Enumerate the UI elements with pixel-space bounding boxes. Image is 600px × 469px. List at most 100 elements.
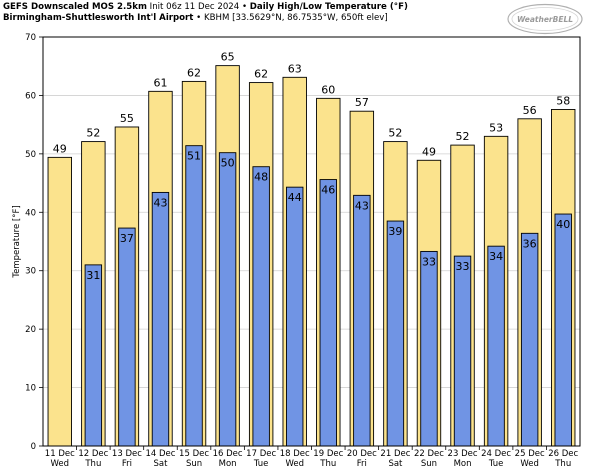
low-temp-bar [319,179,337,447]
x-tick-label-date: 22 Dec [414,449,444,459]
x-tick-label-date: 17 Dec [246,449,276,459]
x-tick-label-day: Mon [219,459,237,469]
y-tick-label: 50 [25,150,36,160]
title-line-1: GEFS Downscaled MOS 2.5km Init 06z 11 De… [3,2,408,13]
high-temp-label: 56 [523,104,537,117]
title-separator: • [241,2,248,12]
low-temp-bar [185,145,203,447]
x-tick-label-day: Fri [122,459,132,469]
high-temp-bar [47,156,72,447]
low-temp-bar [84,264,103,447]
x-tick-label-date: 19 Dec [313,449,343,459]
low-temp-label: 33 [422,255,436,268]
x-tick-label-date: 14 Dec [145,449,175,459]
x-tick-label-day: Sat [154,459,169,469]
x-tick-label-date: 24 Dec [481,449,511,459]
low-temp-label: 37 [120,232,134,245]
high-temp-label: 49 [422,145,436,158]
high-temp-label: 60 [321,83,335,96]
weatherbell-logo: WeatherBELL [507,3,583,35]
y-axis-label: Temperature [°F] [12,205,22,278]
model-name: GEFS Downscaled MOS 2.5km [3,2,147,12]
x-tick-label-date: 16 Dec [213,449,243,459]
high-temp-label: 62 [187,66,201,79]
low-temp-bar [286,186,304,447]
x-tick-label-day: Thu [84,459,101,469]
low-temp-label: 46 [321,184,335,197]
low-temp-label: 44 [288,191,302,204]
high-temp-label: 57 [355,96,369,109]
low-temp-bar [453,255,472,447]
low-temp-bar [118,227,136,447]
low-temp-bar [520,232,539,447]
low-temp-label: 51 [187,150,201,163]
low-temp-bar [252,166,270,447]
high-temp-label: 52 [86,127,100,140]
title-line-2: Birmingham-Shuttlesworth Int'l Airport •… [3,13,408,24]
y-tick-label: 30 [25,267,36,277]
low-temp-bar [420,250,438,447]
low-temp-label: 39 [388,225,402,238]
low-temp-bar [487,245,505,447]
station-info: KBHM [33.5629°N, 86.7535°W, 650ft elev] [203,13,388,23]
low-temp-bar [151,191,170,447]
plot-frame [42,36,581,447]
x-tick-label-day: Thu [319,459,336,469]
station-name: Birmingham-Shuttlesworth Int'l Airport [3,13,194,23]
init-time: Init 06z 11 Dec 2024 [149,2,240,12]
x-tick-label-date: 23 Dec [448,449,478,459]
x-tick-label-date: 12 Dec [78,449,108,459]
x-tick-label-date: 18 Dec [280,449,310,459]
high-temp-label: 58 [556,94,570,107]
high-temp-label: 63 [288,62,302,75]
x-tick-label-day: Sun [186,459,202,469]
high-temp-label: 62 [254,68,268,81]
x-tick-label-day: Sun [421,459,437,469]
low-temp-bar [353,194,371,447]
x-tick-label-day: Sat [388,459,403,469]
x-tick-label-day: Wed [520,459,539,469]
x-tick-label-date: 20 Dec [347,449,377,459]
y-tick-label: 60 [25,91,36,101]
low-temp-label: 43 [355,199,369,212]
x-tick-label-day: Wed [51,459,70,469]
y-tick-label: 20 [25,325,36,335]
chart-title-block: GEFS Downscaled MOS 2.5km Init 06z 11 De… [3,2,408,24]
high-temp-label: 52 [388,127,402,140]
x-tick-label-date: 11 Dec [45,449,75,459]
y-tick-label: 70 [25,33,36,43]
high-temp-label: 53 [489,121,503,134]
high-temp-label: 65 [221,51,235,64]
x-tick-label-day: Fri [357,459,367,469]
high-temp-label: 61 [153,76,167,89]
low-temp-label: 50 [221,157,235,170]
x-tick-label-day: Thu [554,459,571,469]
low-temp-label: 34 [489,250,503,263]
x-tick-label-day: Tue [488,459,504,469]
x-tick-label-date: 13 Dec [112,449,142,459]
x-tick-label-day: Mon [454,459,472,469]
low-temp-label: 48 [254,171,268,184]
high-temp-label: 52 [456,130,470,143]
high-temp-label: 49 [53,142,67,155]
logo-text: WeatherBELL [517,15,573,24]
x-tick-label-date: 25 Dec [515,449,545,459]
x-tick-label-date: 15 Dec [179,449,209,459]
x-tick-label-date: 21 Dec [380,449,410,459]
y-tick-label: 40 [25,208,36,218]
low-temp-bar [386,220,405,447]
y-tick-label: 0 [31,442,36,452]
x-tick-label-day: Tue [253,459,269,469]
x-tick-label-day: Wed [285,459,304,469]
low-temp-label: 31 [86,269,100,282]
product-name: Daily High/Low Temperature (°F) [249,2,408,12]
station-separator: • [196,13,202,23]
low-temp-label: 43 [153,196,167,209]
y-tick-label: 10 [25,384,36,394]
low-temp-label: 33 [456,260,470,273]
x-tick-label-date: 26 Dec [548,449,578,459]
low-temp-label: 36 [523,237,537,250]
low-temp-label: 40 [556,218,570,231]
low-temp-bar [554,213,572,447]
